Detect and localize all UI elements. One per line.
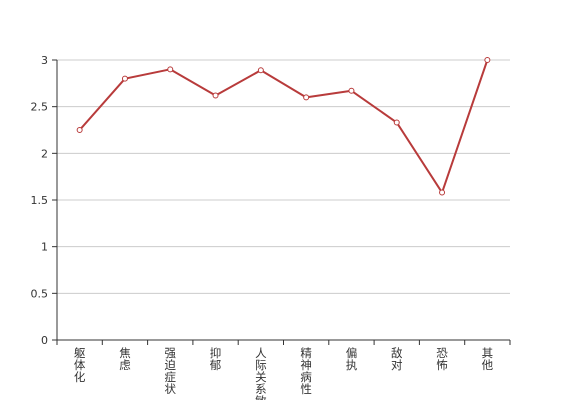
x-category-label: 敌对 [391, 346, 403, 372]
data-point [212, 92, 219, 99]
gridlines [57, 59, 510, 294]
data-series [76, 57, 491, 196]
data-point [167, 66, 174, 73]
x-category-label: 其他 [482, 346, 494, 372]
x-axis: 躯体化 焦虑 强迫症状 抑郁 人际关系敏感 精神病性 偏执 敌对 恐怖 其他 [56, 339, 511, 400]
series-line [78, 59, 489, 194]
x-category-label: 偏执 [346, 346, 358, 372]
x-category-label: 人际关系敏感 [255, 346, 267, 400]
y-tick-label: 2.5 [31, 101, 49, 114]
x-category-label: 恐怖 [436, 346, 448, 372]
data-point [121, 75, 128, 82]
y-tick-label: 2 [41, 147, 48, 160]
y-axis: 0 0.5 1 1.5 2 2.5 3 [31, 54, 58, 347]
x-category-label: 焦虑 [119, 346, 131, 372]
x-category-label: 强迫症状 [165, 346, 177, 396]
x-category-label: 躯体化 [74, 346, 86, 384]
data-point [76, 127, 83, 133]
y-tick-label: 3 [41, 54, 48, 67]
y-tick-label: 1.5 [31, 194, 49, 207]
data-point [484, 57, 491, 63]
data-point [439, 189, 446, 196]
data-point [393, 119, 400, 126]
y-tick-label: 0 [41, 334, 48, 347]
x-category-label: 精神病性 [300, 346, 312, 396]
y-tick-label: 0.5 [31, 287, 49, 300]
data-point [257, 67, 264, 74]
y-tick-label: 1 [41, 241, 48, 254]
data-point [303, 94, 310, 101]
x-category-label: 抑郁 [210, 346, 222, 372]
data-point [348, 87, 355, 94]
